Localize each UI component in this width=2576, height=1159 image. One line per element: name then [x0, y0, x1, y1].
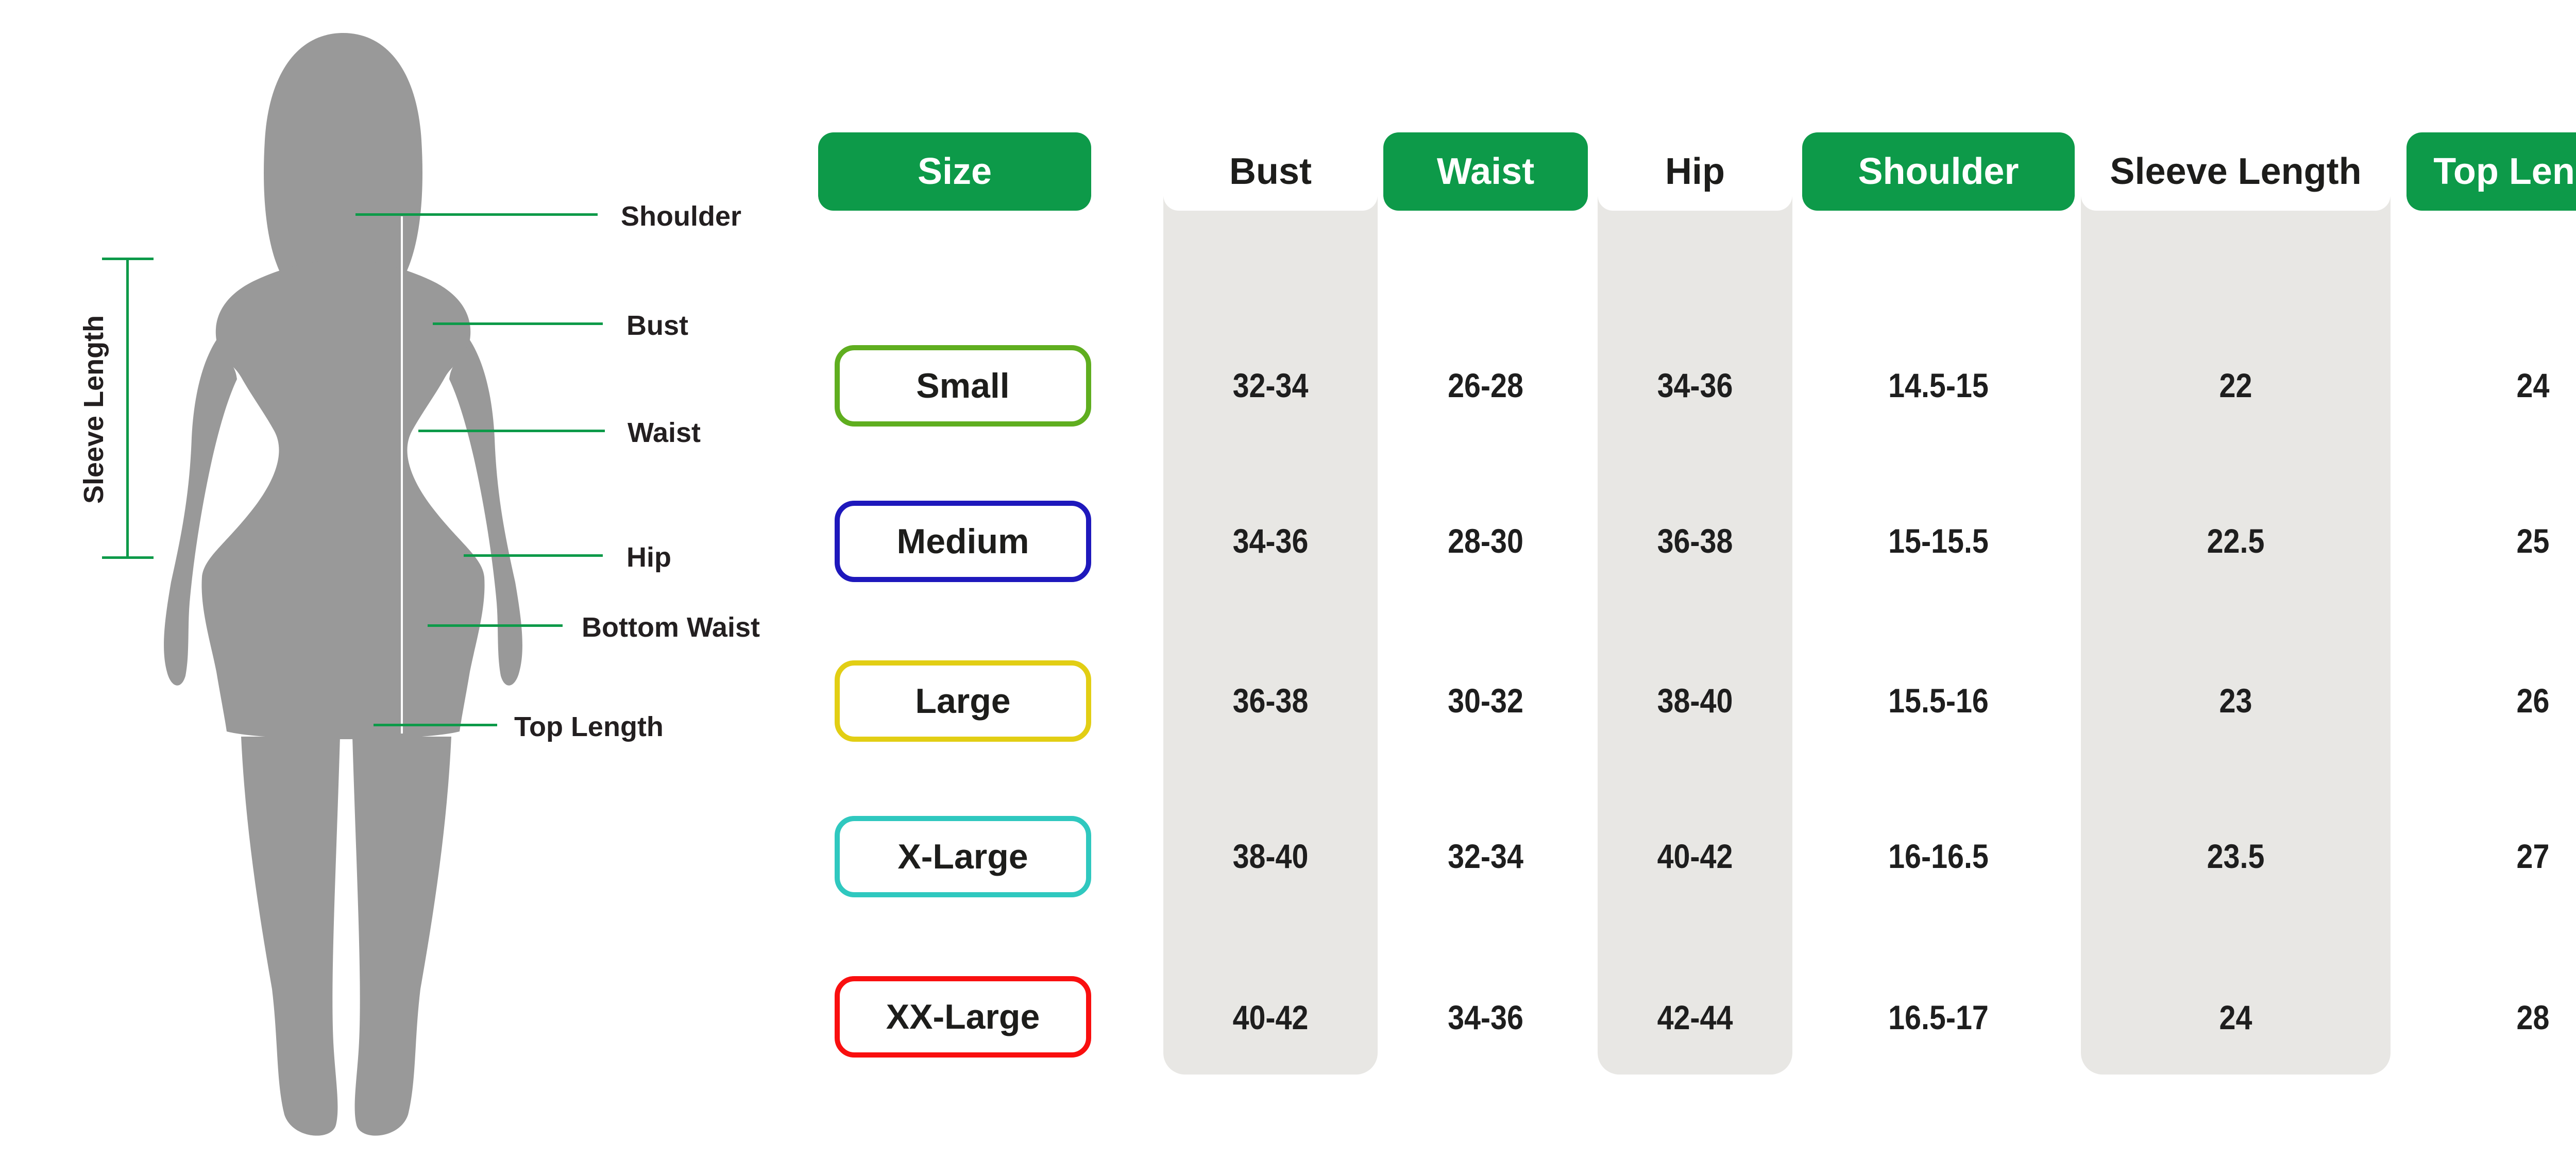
- size-box-large: Large: [835, 660, 1091, 742]
- header-size: Size: [818, 132, 1091, 211]
- sleeve-length-measure-line: [126, 258, 129, 559]
- table-cell: 40-42: [1232, 998, 1309, 1036]
- table-cell: 15.5-16: [1888, 681, 1989, 720]
- table-cell: 32-34: [1232, 366, 1309, 404]
- sleeve-length-label: Sleeve Length: [78, 315, 109, 504]
- size-box-medium: Medium: [835, 501, 1091, 582]
- header-shoulder: Shoulder: [1802, 132, 2075, 211]
- table-cell: 36-38: [1657, 522, 1733, 560]
- table-cell: 16.5-17: [1888, 998, 1989, 1036]
- bottom-waist-leader-line: [428, 624, 563, 627]
- column-background-bust: [1163, 155, 1378, 1075]
- table-cell: 34-36: [1657, 366, 1733, 404]
- hip-leader-line: [464, 554, 603, 557]
- table-cell: 40-42: [1657, 837, 1733, 875]
- table-cell: 34-36: [1232, 522, 1309, 560]
- header-top-length: Top Length: [2406, 132, 2576, 211]
- top-length-label: Top Length: [514, 711, 664, 742]
- sleeve-length-top-tick: [102, 258, 154, 260]
- header-sleeve-length: Sleeve Length: [2081, 132, 2391, 211]
- table-cell: 30-32: [1448, 681, 1523, 720]
- table-cell: 26-28: [1448, 366, 1523, 404]
- header-hip: Hip: [1598, 132, 1792, 211]
- column-background-hip: [1598, 155, 1792, 1075]
- left-arm-shape: [164, 340, 237, 686]
- waist-label: Waist: [628, 417, 701, 448]
- column-background-sleeve-length: [2081, 155, 2391, 1075]
- sleeve-length-bottom-tick: [102, 556, 154, 559]
- female-body-silhouette: [164, 33, 522, 1136]
- table-cell: 36-38: [1232, 681, 1309, 720]
- table-cell: 27: [2516, 837, 2550, 875]
- table-cell: 32-34: [1448, 837, 1523, 875]
- table-cell: 34-36: [1448, 998, 1523, 1036]
- table-cell: 14.5-15: [1888, 366, 1989, 404]
- table-cell: 23.5: [2207, 837, 2265, 875]
- waist-leader-line: [418, 430, 605, 432]
- head-shape: [264, 33, 422, 304]
- table-cell: 38-40: [1232, 837, 1309, 875]
- table-cell: 38-40: [1657, 681, 1733, 720]
- bust-label: Bust: [626, 310, 688, 341]
- right-leg-shape: [352, 737, 451, 1136]
- table-cell: 26: [2516, 681, 2550, 720]
- table-cell: 25: [2516, 522, 2550, 560]
- right-arm-shape: [449, 340, 522, 686]
- table-cell: 42-44: [1657, 998, 1733, 1036]
- table-cell: 23: [2219, 681, 2252, 720]
- table-cell: 15-15.5: [1888, 522, 1989, 560]
- table-cell: 16-16.5: [1888, 837, 1989, 875]
- table-cell: 24: [2219, 998, 2252, 1036]
- table-cell: 24: [2516, 366, 2550, 404]
- table-cell: 22.5: [2207, 522, 2265, 560]
- top-length-leader-line: [374, 724, 497, 726]
- table-cell: 28: [2516, 998, 2550, 1036]
- bust-leader-line: [433, 322, 603, 325]
- left-leg-shape: [241, 737, 340, 1136]
- shoulder-label: Shoulder: [621, 201, 742, 232]
- size-box-small: Small: [835, 345, 1091, 427]
- shoulder-leader-line: [355, 213, 598, 216]
- size-box-xlarge: X-Large: [835, 816, 1091, 897]
- size-box-xxlarge: XX-Large: [835, 976, 1091, 1058]
- hip-label: Hip: [626, 542, 671, 573]
- header-bust: Bust: [1163, 132, 1378, 211]
- torso-shape: [201, 260, 485, 739]
- table-cell: 28-30: [1448, 522, 1523, 560]
- table-cell: 22: [2219, 366, 2252, 404]
- bottom-waist-label: Bottom Waist: [582, 612, 760, 643]
- header-waist: Waist: [1383, 132, 1588, 211]
